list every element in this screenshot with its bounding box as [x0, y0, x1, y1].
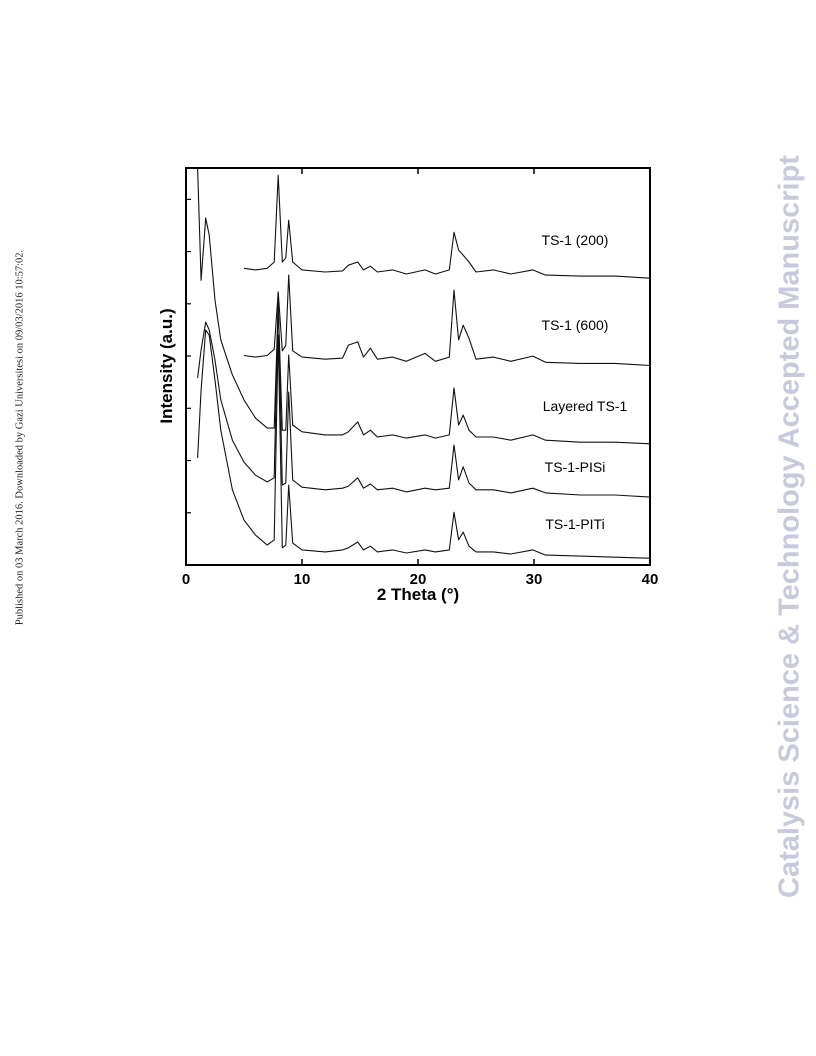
x-tick-label: 30 [526, 571, 543, 588]
series-label: TS-1 (200) [542, 232, 609, 248]
x-tick-label: 40 [642, 571, 659, 588]
plot-frame [185, 167, 651, 566]
series-label: TS-1 (600) [542, 317, 609, 333]
series-label: TS-1-PITi [545, 516, 604, 532]
x-tick-label: 10 [294, 571, 311, 588]
x-tick-label: 0 [182, 571, 190, 588]
x-tick-label: 20 [410, 571, 427, 588]
y-axis-label: Intensity (a.u.) [157, 308, 176, 423]
series-line [197, 329, 651, 559]
series-label: Layered TS-1 [543, 398, 628, 414]
series-line [243, 174, 651, 279]
series-line [243, 274, 651, 367]
x-axis-label: 2 Theta (°) [377, 585, 459, 604]
series-label: TS-1-PISi [545, 459, 606, 475]
series-line [197, 299, 651, 498]
series-line [197, 167, 651, 445]
